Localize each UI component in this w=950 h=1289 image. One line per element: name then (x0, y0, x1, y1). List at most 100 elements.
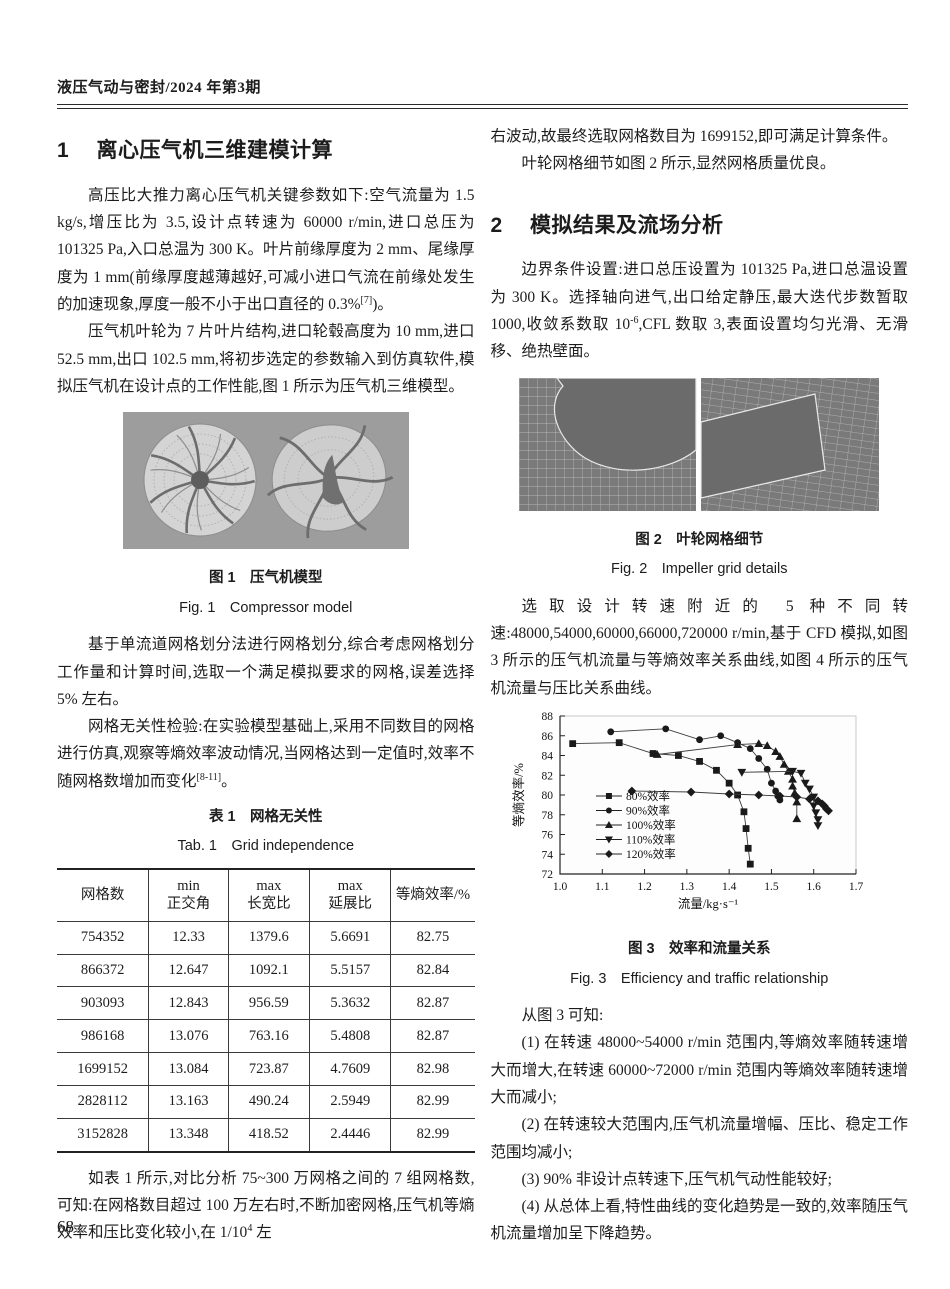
x-tick-label: 1.4 (722, 881, 737, 893)
list-item: (1) 在转速 48000~54000 r/min 范围内,等熵效率随转速增大而… (490, 1034, 909, 1106)
chart-point (747, 745, 754, 752)
paragraph: 网格无关性检验:在实验模型基础上,采用不同数目的网格进行仿真,观察等熵效率波动情… (57, 718, 475, 790)
chart-point (754, 790, 764, 800)
table-cell: 13.163 (148, 1085, 229, 1119)
section-title: 模拟结果及流场分析 (529, 213, 724, 237)
chart-point (764, 765, 771, 773)
chart-point (788, 767, 798, 776)
journal-header: 液压气动与密封/2024 年第3期 (57, 80, 261, 96)
chart-point (696, 757, 704, 765)
chart-point (569, 740, 577, 747)
chart-point (809, 793, 819, 802)
table-header-cell: 网格数 (57, 869, 149, 922)
y-tick-label: 84 (542, 750, 554, 762)
paragraph: 叶轮网格细节如图 2 所示,显然网格质量优良。 (521, 155, 836, 173)
chart-point (788, 781, 798, 790)
table-row: 866372 12.647 1092.1 5.5157 82.84 (57, 954, 475, 988)
citation-ref: [7] (360, 294, 373, 306)
chart-point (813, 796, 823, 806)
chart-point (792, 792, 802, 802)
table-cell: 82.99 (390, 1118, 475, 1152)
chart-point (725, 779, 733, 787)
table-cell: 956.59 (227, 986, 310, 1021)
paragraph: 基于单流道网格划分法进行网格划分,综合考虑网格划分工作量和计算时间,选取一个满足… (57, 636, 475, 708)
section-2-heading: 2 模拟结果及流场分析 (491, 208, 909, 245)
table-cell: 866372 (57, 954, 149, 988)
figure-1: 图 1 压气机模型 Fig. 1 Compressor model (57, 412, 475, 621)
table-cell: 12.843 (148, 986, 229, 1021)
figure3-caption-en: Fig. 3 Efficiency and traffic relationsh… (570, 970, 829, 987)
chart-point (717, 732, 725, 740)
section-number: 1 (57, 139, 70, 162)
table-header-cell: 等熵效率/% (390, 869, 475, 922)
table-header-cell: max 长宽比 (227, 869, 310, 922)
legend-label: 120%效率 (626, 847, 676, 861)
citation-ref: [8-11] (196, 771, 222, 783)
section-number: 2 (490, 213, 503, 237)
chart-point (779, 759, 789, 768)
grid-independence-table: 网格数 min 正交角 max 长宽比 max 延展比 等熵效率/% 754352 12.33 1… (57, 868, 475, 1153)
chart-point (809, 802, 819, 811)
table-cell: 490.24 (227, 1085, 310, 1119)
figure2-caption-en: Fig. 2 Impeller grid details (611, 561, 788, 578)
y-tick-label: 80 (542, 790, 554, 802)
table-row: 3152828 13.348 418.52 2.4446 82.99 (57, 1118, 475, 1152)
y-tick-label: 88 (542, 711, 554, 723)
chart-point (686, 787, 696, 797)
chart-point (805, 785, 815, 794)
chart-point (796, 769, 806, 778)
table-cell: 82.75 (390, 921, 475, 955)
chart-series-line (742, 770, 819, 826)
list-item: (2) 在转速较大范围内,压气机流量增幅、压比、稳定工作范围均减小; (490, 1116, 909, 1161)
exponent: 4 (247, 1222, 253, 1234)
table-cell: 82.99 (390, 1085, 475, 1119)
table-cell: 1699152 (57, 1052, 149, 1086)
figure3-caption-zh: 图 3 效率和流量关系 (627, 941, 771, 958)
table-cell: 13.076 (148, 1019, 229, 1054)
figure1-caption-en: Fig. 1 Compressor model (179, 599, 353, 616)
chart-point (605, 836, 614, 844)
chart-point (740, 808, 748, 816)
chart-point (813, 816, 823, 824)
paragraph: 如表 1 所示,对比分析 75~300 万网格之间的 7 组网格数,可知:在网格… (57, 1169, 475, 1242)
table-cell: 12.33 (148, 921, 229, 955)
x-tick-label: 1.6 (807, 881, 822, 893)
paragraph: 高压比大推力离心压气机关键参数如下:空气流量为 1.5 kg/s,增压比为 3.… (57, 186, 475, 314)
chart-point (713, 766, 721, 774)
mesh-panel-right (700, 377, 880, 511)
list-item: (4) 从总体上看,特性曲线的变化趋势是一致的,效率随压气机流量增加呈下降趋势。 (490, 1198, 909, 1243)
chart-point (775, 791, 785, 801)
chart-point (605, 849, 614, 858)
legend-label: 100%效率 (626, 818, 676, 832)
table-header-cell: max 延展比 (309, 869, 391, 922)
section-1-heading: 1 离心压气机三维建模计算 (57, 133, 475, 170)
table-cell: 418.52 (227, 1118, 310, 1152)
table-cell: 82.87 (390, 1019, 475, 1054)
chart-point (616, 739, 623, 746)
figure1-image (122, 412, 409, 550)
chart-point (771, 747, 781, 755)
chart-point (768, 779, 776, 787)
paragraph: 选取设计转速附近的 5 种不同转速:48000,54000,60000,6600… (490, 597, 909, 697)
chart-point (605, 820, 614, 828)
chart-point (737, 768, 747, 777)
section-title: 离心压气机三维建模计算 (96, 139, 333, 162)
chart-point (801, 779, 810, 788)
exponent: -6 (630, 314, 639, 326)
chart-point (696, 736, 704, 744)
left-column: 1 离心压气机三维建模计算 高压比大推力离心压气机关键参数如下:空气流量为 1.5… (57, 123, 475, 1248)
chart-point (747, 860, 754, 868)
y-tick-label: 82 (542, 770, 554, 782)
chart-point (784, 766, 793, 775)
chart-point (653, 750, 662, 758)
legend-label: 80%效率 (626, 789, 670, 803)
x-tick-label: 1.7 (849, 881, 864, 893)
chart-point (811, 809, 821, 818)
y-tick-label: 78 (542, 810, 554, 822)
chart-point (754, 739, 764, 747)
table-cell: 5.6691 (309, 921, 391, 955)
chart-point (606, 807, 613, 814)
table-cell: 82.98 (390, 1052, 475, 1086)
table-cell: 82.84 (390, 954, 475, 988)
legend-label: 110%效率 (626, 832, 675, 846)
